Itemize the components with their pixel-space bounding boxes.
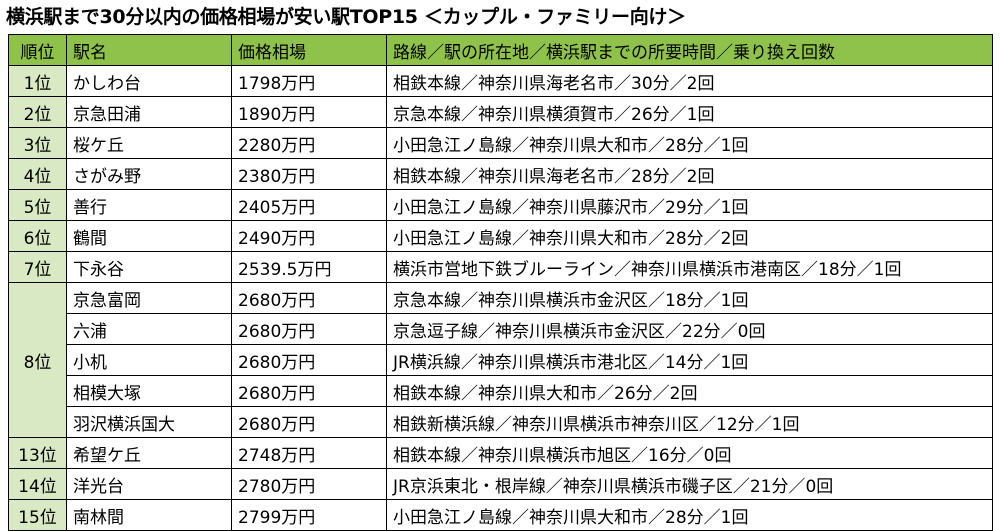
table-row: 4位 さがみ野 2380万円 相鉄本線／神奈川県海老名市／28分／2回 xyxy=(8,158,993,190)
station-cell: 六浦 xyxy=(66,313,232,345)
price-cell: 2490万円 xyxy=(231,220,387,252)
route-cell: 京急本線／神奈川県横浜市金沢区／18分／1回 xyxy=(386,282,993,314)
price-cell: 2680万円 xyxy=(231,313,387,345)
table-row: 6位 鶴間 2490万円 小田急江ノ島線／神奈川県大和市／28分／2回 xyxy=(8,220,993,252)
rank-cell: 8位 xyxy=(8,282,67,438)
table-row: 小机 2680万円 JR横浜線／神奈川県横浜市港北区／14分／1回 xyxy=(9,344,993,376)
table-row: 14位 洋光台 2780万円 JR京浜東北・根岸線／神奈川県横浜市磯子区／21分／0回 xyxy=(8,468,993,500)
route-cell: 小田急江ノ島線／神奈川県大和市／28分／2回 xyxy=(386,220,993,252)
header-station: 駅名 xyxy=(66,34,232,66)
station-cell: さがみ野 xyxy=(66,158,232,190)
rank-cell: 7位 xyxy=(8,251,67,283)
table-row: 3位 桜ケ丘 2280万円 小田急江ノ島線／神奈川県大和市／28分／1回 xyxy=(8,127,993,159)
rank-cell: 3位 xyxy=(8,127,67,159)
station-cell: 希望ケ丘 xyxy=(66,437,232,469)
table-row: 13位 希望ケ丘 2748万円 相鉄本線／神奈川県横浜市旭区／16分／0回 xyxy=(8,437,993,469)
station-cell: 桜ケ丘 xyxy=(66,127,232,159)
table-row: 2位 京急田浦 1890万円 京急本線／神奈川県横須賀市／26分／1回 xyxy=(8,96,993,128)
rank-cell: 14位 xyxy=(8,468,67,500)
station-cell: 相模大塚 xyxy=(66,375,232,407)
route-cell: 相鉄本線／神奈川県大和市／26分／2回 xyxy=(386,375,993,407)
ranking-table: 順位 駅名 価格相場 路線／駅の所在地／横浜駅までの所要時間／乗り換え回数 1位… xyxy=(8,34,993,531)
header-rank: 順位 xyxy=(8,34,67,66)
price-cell: 2680万円 xyxy=(231,344,387,376)
price-cell: 2405万円 xyxy=(231,189,387,221)
price-cell: 2680万円 xyxy=(231,406,387,438)
table-row: 5位 善行 2405万円 小田急江ノ島線／神奈川県藤沢市／29分／1回 xyxy=(8,189,993,221)
price-cell: 2680万円 xyxy=(231,375,387,407)
route-cell: 相鉄本線／神奈川県海老名市／28分／2回 xyxy=(386,158,993,190)
route-cell: JR横浜線／神奈川県横浜市港北区／14分／1回 xyxy=(386,344,993,376)
table-body: 1位 かしわ台 1798万円 相鉄本線／神奈川県海老名市／30分／2回 2位 京急田浦 18… xyxy=(8,65,993,531)
route-cell: 京急逗子線／神奈川県横浜市金沢区／22分／0回 xyxy=(386,313,993,345)
route-cell: JR京浜東北・根岸線／神奈川県横浜市磯子区／21分／0回 xyxy=(386,468,993,500)
price-cell: 2780万円 xyxy=(231,468,387,500)
page-title: 横浜駅まで30分以内の価格相場が安い駅TOP15 ＜カップル・ファミリー向け＞ xyxy=(6,6,686,28)
price-cell: 1798万円 xyxy=(231,65,387,97)
header-route: 路線／駅の所在地／横浜駅までの所要時間／乗り換え回数 xyxy=(386,34,993,66)
route-cell: 小田急江ノ島線／神奈川県藤沢市／29分／1回 xyxy=(386,189,993,221)
station-cell: 京急富岡 xyxy=(66,282,232,314)
rank-cell: 5位 xyxy=(8,189,67,221)
table-row: 相模大塚 2680万円 相鉄本線／神奈川県大和市／26分／2回 xyxy=(9,375,993,407)
station-cell: 下永谷 xyxy=(66,251,232,283)
price-cell: 2748万円 xyxy=(231,437,387,469)
station-cell: 小机 xyxy=(66,344,232,376)
station-cell: 南林間 xyxy=(66,499,232,531)
route-cell: 相鉄本線／神奈川県海老名市／30分／2回 xyxy=(386,65,993,97)
station-cell: 善行 xyxy=(66,189,232,221)
header-row: 順位 駅名 価格相場 路線／駅の所在地／横浜駅までの所要時間／乗り換え回数 xyxy=(8,34,993,66)
rank-cell: 15位 xyxy=(8,499,67,531)
station-cell: 羽沢横浜国大 xyxy=(66,406,232,438)
table-row: 羽沢横浜国大 2680万円 相鉄新横浜線／神奈川県横浜市神奈川区／12分／1回 xyxy=(9,406,993,438)
table-row: 8位 京急富岡 2680万円 京急本線／神奈川県横浜市金沢区／18分／1回 xyxy=(8,282,993,438)
route-cell: 横浜市営地下鉄ブルーライン／神奈川県横浜市港南区／18分／1回 xyxy=(386,251,993,283)
price-cell: 1890万円 xyxy=(231,96,387,128)
station-cell: 京急田浦 xyxy=(66,96,232,128)
station-cell: 鶴間 xyxy=(66,220,232,252)
rank-cell: 1位 xyxy=(8,65,67,97)
price-cell: 2799万円 xyxy=(231,499,387,531)
route-cell: 相鉄新横浜線／神奈川県横浜市神奈川区／12分／1回 xyxy=(386,406,993,438)
route-cell: 京急本線／神奈川県横須賀市／26分／1回 xyxy=(386,96,993,128)
table-row: 1位 かしわ台 1798万円 相鉄本線／神奈川県海老名市／30分／2回 xyxy=(8,65,993,97)
rank-cell: 2位 xyxy=(8,96,67,128)
table-row: 六浦 2680万円 京急逗子線／神奈川県横浜市金沢区／22分／0回 xyxy=(9,313,993,345)
rank-cell: 13位 xyxy=(8,437,67,469)
route-cell: 小田急江ノ島線／神奈川県大和市／28分／1回 xyxy=(386,499,993,531)
table-row: 7位 下永谷 2539.5万円 横浜市営地下鉄ブルーライン／神奈川県横浜市港南区／18… xyxy=(8,251,993,283)
route-cell: 小田急江ノ島線／神奈川県大和市／28分／1回 xyxy=(386,127,993,159)
station-cell: 洋光台 xyxy=(66,468,232,500)
price-cell: 2380万円 xyxy=(231,158,387,190)
price-cell: 2280万円 xyxy=(231,127,387,159)
header-price: 価格相場 xyxy=(231,34,387,66)
station-cell: かしわ台 xyxy=(66,65,232,97)
price-cell: 2539.5万円 xyxy=(231,251,387,283)
rank-cell: 6位 xyxy=(8,220,67,252)
price-cell: 2680万円 xyxy=(231,282,387,314)
table-row: 15位 南林間 2799万円 小田急江ノ島線／神奈川県大和市／28分／1回 xyxy=(8,499,993,531)
route-cell: 相鉄本線／神奈川県横浜市旭区／16分／0回 xyxy=(386,437,993,469)
rank-cell: 4位 xyxy=(8,158,67,190)
